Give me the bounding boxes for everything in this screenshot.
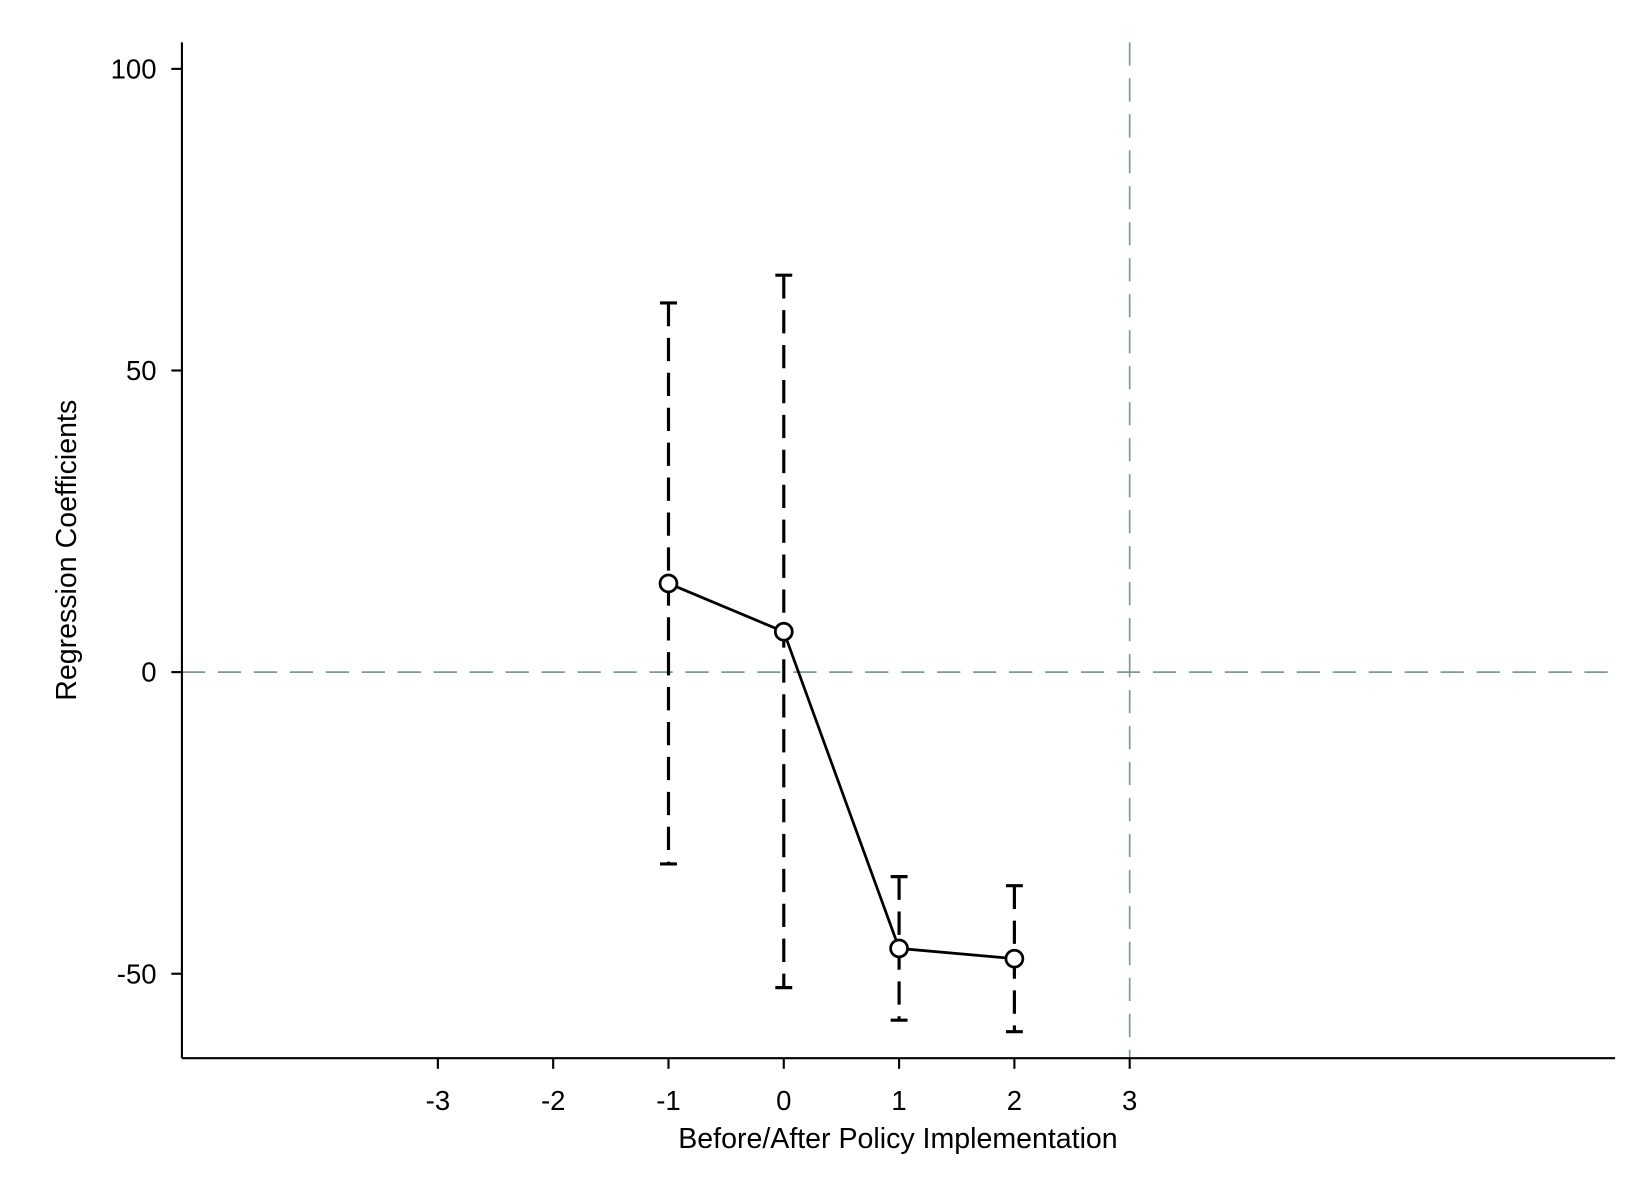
x-axis-label: Before/After Policy Implementation <box>678 1123 1117 1155</box>
x-tick-label: -3 <box>426 1085 450 1116</box>
coefficient-point <box>889 938 909 959</box>
coefficient-line <box>667 582 1015 961</box>
x-tick-label: -1 <box>656 1085 680 1116</box>
x-tick-label: -2 <box>541 1085 565 1116</box>
y-tick-label: -50 <box>117 958 157 989</box>
x-tick-label: 2 <box>1007 1085 1022 1116</box>
y-axis-label: Regression Coefficients <box>51 400 83 701</box>
coefficient-point <box>773 621 794 642</box>
y-tick-label: 100 <box>111 53 157 84</box>
x-tick-label: 3 <box>1122 1085 1137 1116</box>
y-tick-label: 0 <box>141 657 156 688</box>
x-tick-label: 1 <box>891 1085 906 1116</box>
x-tick-label: 0 <box>776 1085 791 1116</box>
coefficient-point <box>658 573 679 594</box>
y-tick-label: 50 <box>126 355 157 386</box>
coefficient-point <box>1004 948 1025 969</box>
